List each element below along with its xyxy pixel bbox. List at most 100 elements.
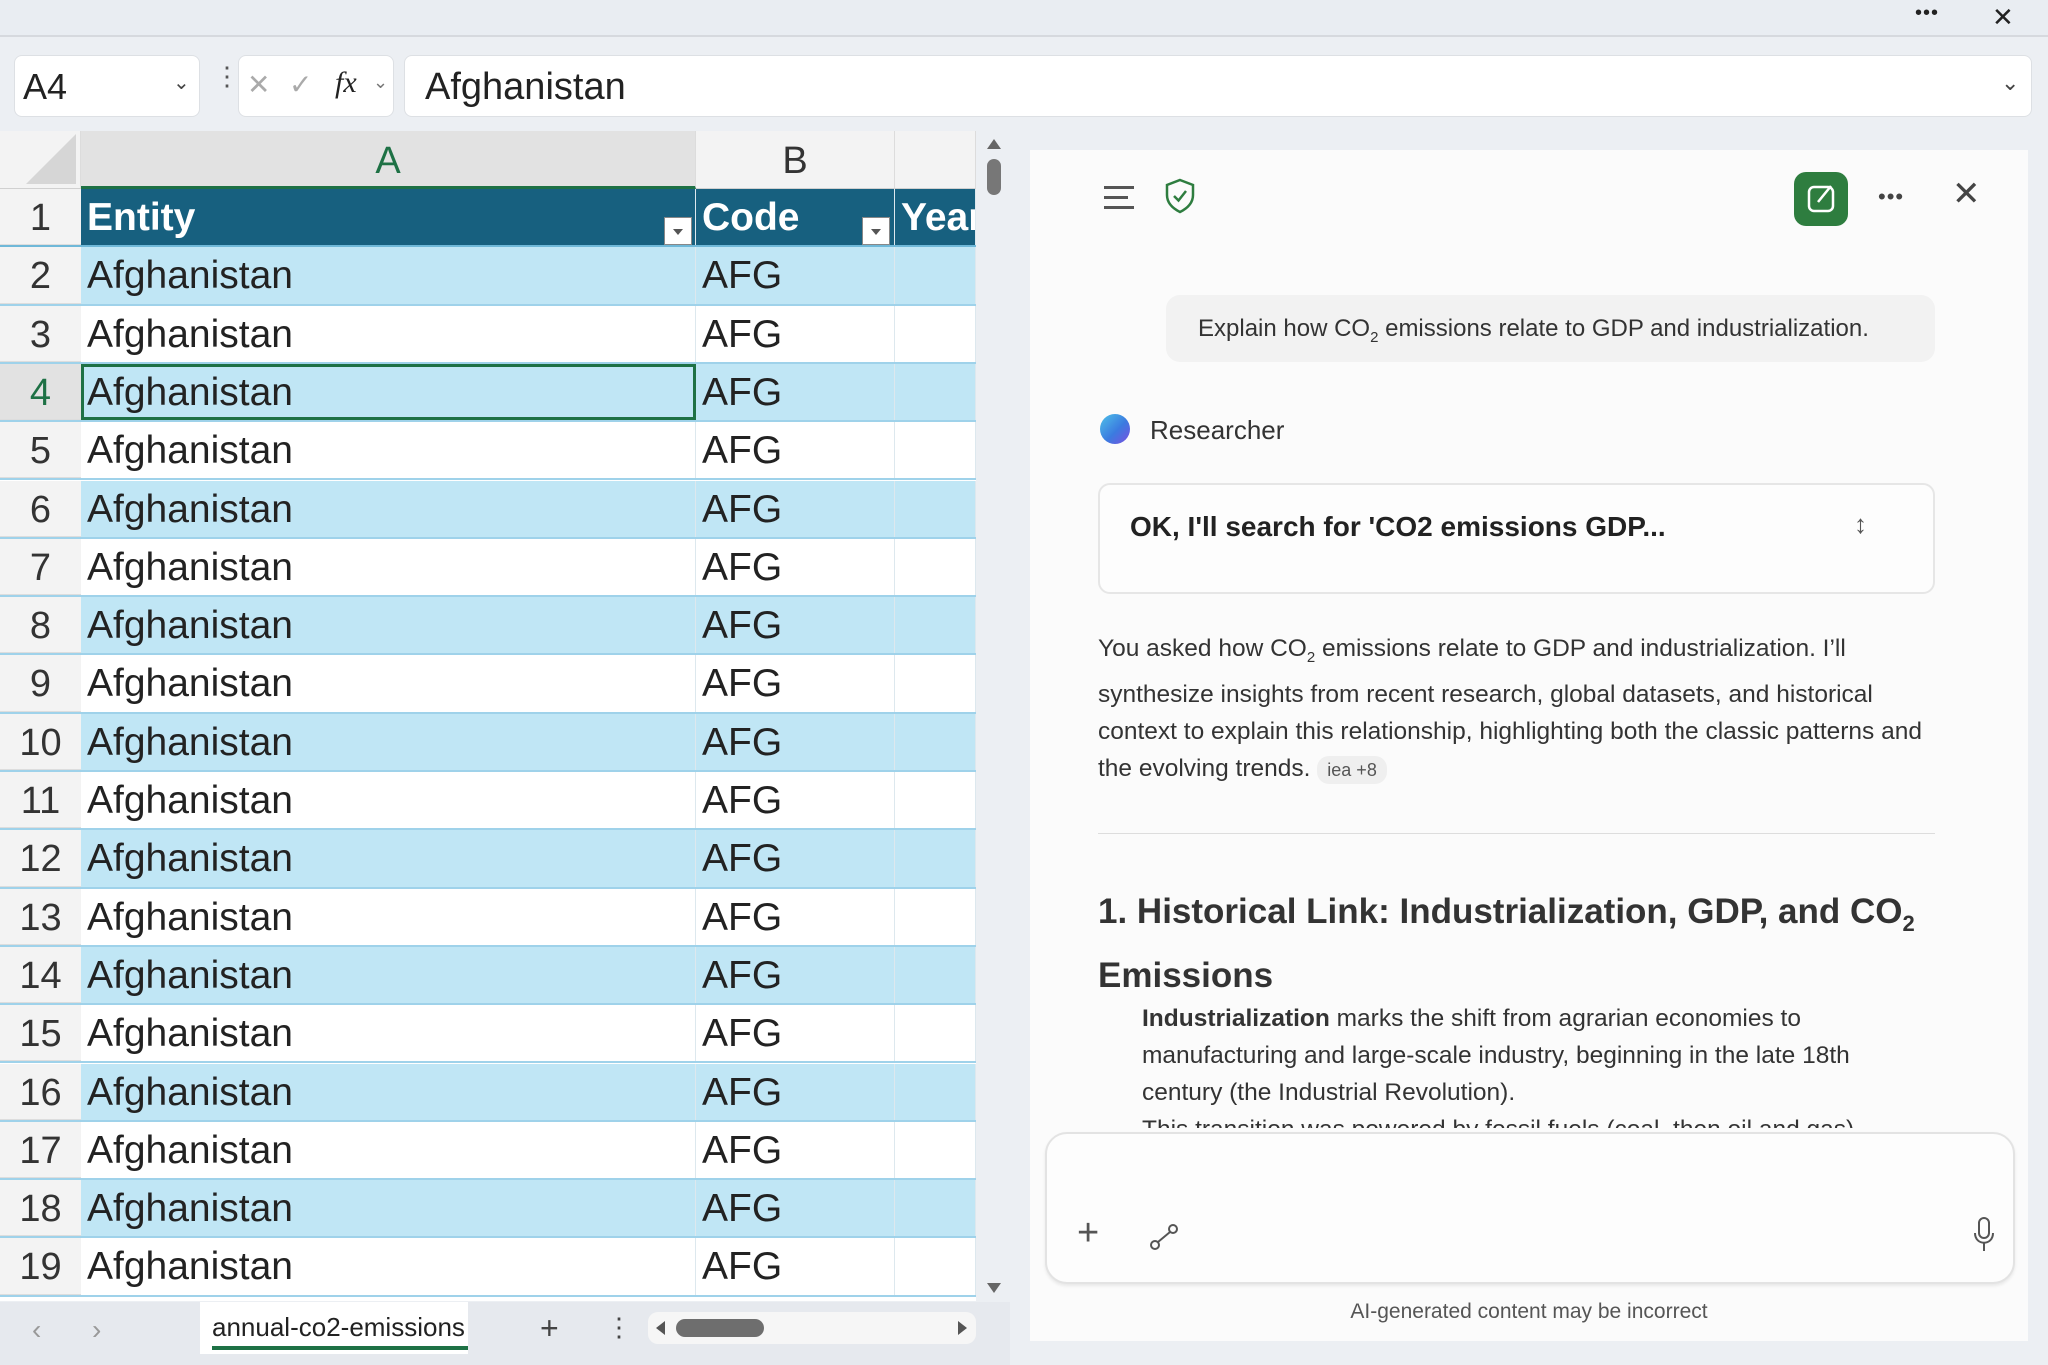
cell-entity[interactable]: Afghanistan xyxy=(81,1180,696,1237)
header-entity[interactable]: Entity xyxy=(81,189,696,246)
filter-dropdown-icon[interactable] xyxy=(862,217,890,245)
row-header[interactable]: 12 xyxy=(0,830,81,887)
cell-code[interactable]: AFG xyxy=(696,946,895,1004)
cell-entity[interactable]: Afghanistan xyxy=(81,597,696,654)
cell-year[interactable] xyxy=(895,655,976,712)
filter-dropdown-icon[interactable] xyxy=(664,217,692,245)
row-header[interactable]: 4 xyxy=(0,363,81,421)
row-header[interactable]: 13 xyxy=(0,888,81,945)
cell-year[interactable] xyxy=(895,1180,976,1237)
cell-code[interactable]: AFG xyxy=(696,772,895,829)
expand-collapse-icon[interactable]: ↕ xyxy=(1854,509,1867,539)
cell-entity[interactable]: Afghanistan xyxy=(81,305,696,362)
cell-entity[interactable]: Afghanistan xyxy=(81,888,696,945)
cell-entity[interactable]: Afghanistan xyxy=(81,363,696,421)
cell-year[interactable] xyxy=(895,597,976,654)
cell-code[interactable]: AFG xyxy=(696,888,895,945)
cell-entity[interactable]: Afghanistan xyxy=(81,422,696,479)
citation-badge[interactable]: iea +8 xyxy=(1317,755,1387,784)
spreadsheet-grid[interactable]: A B 1 Entity Code Year 2 Afghanistan AFG… xyxy=(0,131,976,1301)
cell-entity[interactable]: Afghanistan xyxy=(81,1005,696,1062)
cell-year[interactable] xyxy=(895,946,976,1004)
cell-year[interactable] xyxy=(895,538,976,596)
vertical-scrollbar[interactable] xyxy=(980,131,1008,1301)
close-icon[interactable]: ✕ xyxy=(1952,175,1981,213)
cell-code[interactable]: AFG xyxy=(696,830,895,887)
chevron-right-icon[interactable]: › xyxy=(92,1314,102,1345)
cell-year[interactable] xyxy=(895,713,976,770)
cell-entity[interactable]: Afghanistan xyxy=(81,538,696,596)
cell-code[interactable]: AFG xyxy=(696,422,895,479)
cell-entity[interactable]: Afghanistan xyxy=(81,247,696,304)
cell-year[interactable] xyxy=(895,247,976,304)
cell-entity[interactable]: Afghanistan xyxy=(81,946,696,1004)
cell-code[interactable]: AFG xyxy=(696,363,895,421)
row-header[interactable]: 11 xyxy=(0,772,81,829)
header-code[interactable]: Code xyxy=(696,189,895,246)
cell-entity[interactable]: Afghanistan xyxy=(81,772,696,829)
cell-entity[interactable]: Afghanistan xyxy=(81,713,696,770)
row-header[interactable]: 2 xyxy=(0,247,81,304)
enter-icon[interactable]: ✓ xyxy=(289,69,313,100)
column-header-a[interactable]: A xyxy=(81,131,696,189)
cell-entity[interactable]: Afghanistan xyxy=(81,480,696,537)
formula-input[interactable]: Afghanistan ⌄ xyxy=(404,55,2032,117)
cell-code[interactable]: AFG xyxy=(696,1121,895,1179)
column-header-c[interactable] xyxy=(895,131,976,189)
cell-code[interactable]: AFG xyxy=(696,1063,895,1120)
cell-year[interactable] xyxy=(895,1063,976,1120)
search-status-card[interactable]: OK, I'll search for 'CO2 emissions GDP..… xyxy=(1098,483,1935,594)
row-header[interactable]: 1 xyxy=(0,189,81,246)
row-header[interactable]: 18 xyxy=(0,1180,81,1237)
cell-code[interactable]: AFG xyxy=(696,480,895,537)
row-header[interactable]: 10 xyxy=(0,713,81,770)
row-header[interactable]: 3 xyxy=(0,305,81,362)
cell-code[interactable]: AFG xyxy=(696,1238,895,1295)
more-options-icon[interactable]: ••• xyxy=(1878,184,1905,209)
close-window-icon[interactable]: ✕ xyxy=(1992,2,2014,32)
microphone-icon[interactable] xyxy=(1972,1216,1996,1254)
row-header[interactable]: 14 xyxy=(0,946,81,1004)
chat-input[interactable]: + xyxy=(1045,1132,2015,1284)
cell-code[interactable]: AFG xyxy=(696,1180,895,1237)
cell-code[interactable]: AFG xyxy=(696,305,895,362)
cell-year[interactable] xyxy=(895,422,976,479)
row-header[interactable]: 6 xyxy=(0,480,81,537)
new-chat-button[interactable] xyxy=(1794,172,1848,226)
row-header[interactable]: 15 xyxy=(0,1005,81,1062)
cell-year[interactable] xyxy=(895,305,976,362)
row-header[interactable]: 8 xyxy=(0,597,81,654)
add-sheet-icon[interactable]: + xyxy=(540,1310,559,1346)
row-header[interactable]: 9 xyxy=(0,655,81,712)
row-header[interactable]: 19 xyxy=(0,1238,81,1295)
scrollbar-thumb[interactable] xyxy=(676,1319,764,1337)
scrollbar-thumb[interactable] xyxy=(987,159,1001,195)
cell-entity[interactable]: Afghanistan xyxy=(81,1121,696,1179)
menu-icon[interactable] xyxy=(1104,186,1134,209)
select-all-corner[interactable] xyxy=(0,131,81,189)
cell-code[interactable]: AFG xyxy=(696,597,895,654)
shield-check-icon[interactable] xyxy=(1164,178,1196,214)
row-header[interactable]: 17 xyxy=(0,1121,81,1179)
prompt-link-icon[interactable] xyxy=(1147,1220,1181,1254)
cell-year[interactable] xyxy=(895,888,976,945)
cell-year[interactable] xyxy=(895,830,976,887)
expand-formula-icon[interactable]: ⌄ xyxy=(2001,70,2020,95)
cell-year[interactable] xyxy=(895,1121,976,1179)
cell-year[interactable] xyxy=(895,363,976,421)
insert-function-icon[interactable]: fx xyxy=(335,66,357,99)
cell-code[interactable]: AFG xyxy=(696,1005,895,1062)
chevron-down-icon[interactable]: ⌄ xyxy=(373,72,389,92)
more-vertical-icon[interactable]: ⋮ xyxy=(214,61,240,91)
cancel-icon[interactable]: ✕ xyxy=(247,69,271,100)
cell-entity[interactable]: Afghanistan xyxy=(81,830,696,887)
chevron-down-icon[interactable]: ⌄ xyxy=(173,72,190,94)
cell-entity[interactable]: Afghanistan xyxy=(81,1238,696,1295)
add-icon[interactable]: + xyxy=(1077,1212,1100,1254)
cell-code[interactable]: AFG xyxy=(696,713,895,770)
row-header[interactable]: 7 xyxy=(0,538,81,596)
cell-code[interactable]: AFG xyxy=(696,655,895,712)
name-box[interactable]: A4 ⌄ xyxy=(14,55,200,117)
sheet-tab-active[interactable]: annual-co2-emissions xyxy=(200,1302,468,1354)
cell-code[interactable]: AFG xyxy=(696,247,895,304)
